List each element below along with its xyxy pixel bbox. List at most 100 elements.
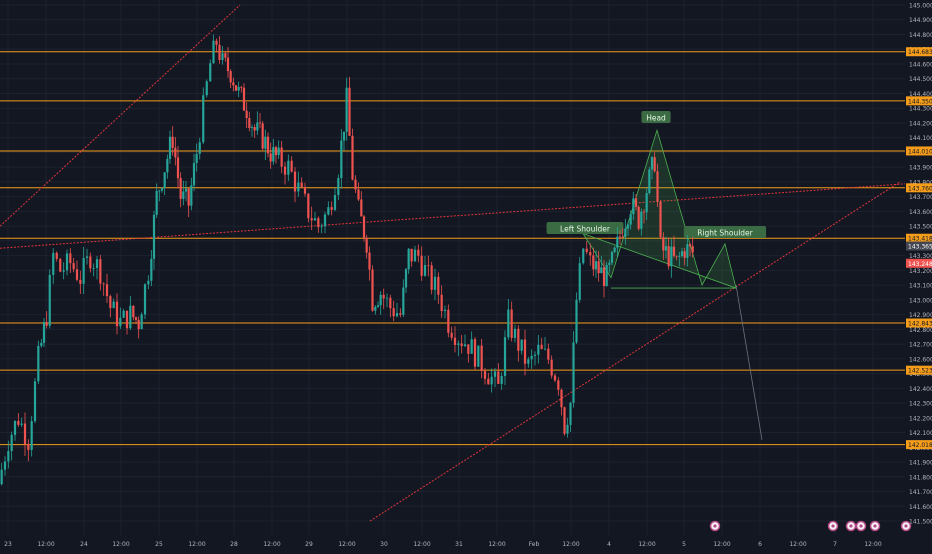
label-left-shoulder: Left Shoulder: [560, 225, 611, 234]
level-price-tag[interactable]: 143.760: [908, 185, 932, 192]
label-right-shoulder: Right Shoulder: [697, 229, 753, 238]
candle-body: [160, 188, 164, 191]
candle-body: [629, 214, 632, 225]
candle-body: [618, 236, 622, 238]
level-price-tag[interactable]: 142.523: [908, 368, 932, 375]
candle-body: [357, 189, 360, 200]
time-tick-label: 12:00: [338, 541, 355, 548]
candle-body: [166, 158, 169, 173]
price-tick-label: 141.600: [909, 504, 932, 511]
candle-body: [602, 267, 606, 287]
candle-body: [463, 344, 467, 347]
candle-body: [248, 118, 251, 129]
level-price-tag-bg: [906, 47, 932, 57]
candle-body: [105, 284, 109, 297]
candle-body: [460, 343, 463, 347]
candle-body: [33, 381, 37, 422]
level-price-tag-bg: [906, 96, 932, 106]
level-price-tag[interactable]: 143.418: [908, 236, 932, 243]
level-price-tag[interactable]: 144.010: [908, 148, 932, 155]
candle-body: [497, 371, 500, 384]
candle-body: [310, 218, 313, 221]
candle-body: [293, 171, 297, 192]
candle-body: [129, 305, 132, 329]
candle-body: [62, 270, 65, 272]
candle-body: [368, 252, 371, 270]
price-marker-label[interactable]: 143.365: [908, 244, 932, 251]
candle-body: [407, 248, 410, 270]
level-price-tag[interactable]: 144.683: [908, 49, 932, 56]
candle-body: [89, 256, 92, 269]
candle-body: [297, 182, 300, 192]
trendlines[interactable]: [0, 4, 932, 522]
candle-body: [490, 376, 493, 385]
candle-body: [560, 389, 563, 408]
candle-body: [79, 279, 82, 284]
candle-body: [487, 378, 490, 385]
trendline[interactable]: [0, 4, 241, 227]
candle-body: [395, 313, 399, 317]
price-tick-label: 142.200: [909, 415, 932, 422]
level-price-tag[interactable]: 142.843: [908, 321, 932, 328]
candle-body: [675, 255, 678, 257]
candle-body: [683, 251, 686, 258]
event-badges[interactable]: [709, 520, 912, 532]
candle-body: [569, 402, 572, 425]
candle-body: [470, 339, 473, 354]
candle-body: [376, 305, 380, 307]
price-tick-label: 144.200: [909, 120, 932, 127]
candle-body: [190, 185, 193, 206]
candle-body: [274, 147, 278, 156]
candle-body: [327, 207, 330, 215]
candle-body: [348, 87, 351, 136]
candle-body: [477, 345, 480, 367]
time-tick-label: 23: [4, 541, 12, 548]
horizontal-levels[interactable]: [0, 51, 905, 446]
candle-body: [686, 244, 689, 258]
candle-body: [3, 461, 7, 470]
candle-body: [437, 276, 440, 295]
candle-body: [198, 142, 201, 154]
candle-body: [342, 131, 346, 141]
candle-body: [389, 297, 392, 309]
candle-body: [320, 226, 323, 228]
target-projection-line[interactable]: [735, 285, 763, 440]
candle-body: [182, 191, 185, 199]
level-price-tag[interactable]: 142.018: [908, 442, 932, 449]
candle-body: [626, 224, 630, 229]
candle-body: [266, 136, 270, 154]
price-tick-label: 142.700: [909, 342, 932, 349]
time-axis[interactable]: 23 12:00 24 12:00 25 12:00 28 12:00 29 12:00 30 12:…: [0, 535, 932, 550]
candle-body: [691, 246, 694, 253]
candle-body: [550, 359, 553, 376]
time-tick-label: 4: [607, 541, 611, 548]
candle-body: [667, 246, 670, 267]
time-tick-label: 28: [230, 541, 238, 548]
candle-body: [109, 296, 112, 309]
candle-body: [616, 236, 619, 248]
candle-body: [345, 87, 348, 132]
level-price-tag[interactable]: 144.350: [908, 98, 932, 105]
candle-body: [184, 188, 188, 192]
candle-body: [575, 299, 578, 343]
candle-body: [517, 328, 520, 351]
candle-body: [417, 249, 420, 256]
candle-body: [572, 342, 575, 403]
price-marker-bg: [906, 241, 932, 251]
candle-body: [392, 308, 395, 317]
candle-body: [413, 249, 417, 262]
price-tick-label: 144.500: [909, 76, 932, 83]
candle-body: [115, 301, 119, 327]
candle-body: [0, 469, 3, 485]
trendline[interactable]: [0, 181, 932, 249]
candle-body: [52, 252, 55, 275]
candle-body: [242, 87, 246, 111]
price-axis[interactable]: 145.000144.900144.800144.700144.600144.5…: [905, 0, 932, 550]
event-badge-dot: [859, 524, 863, 528]
candle-body: [42, 322, 46, 343]
candle-body: [163, 172, 166, 189]
last-price-marker-label[interactable]: 143.248: [908, 261, 932, 268]
level-price-tag-bg: [906, 318, 932, 328]
